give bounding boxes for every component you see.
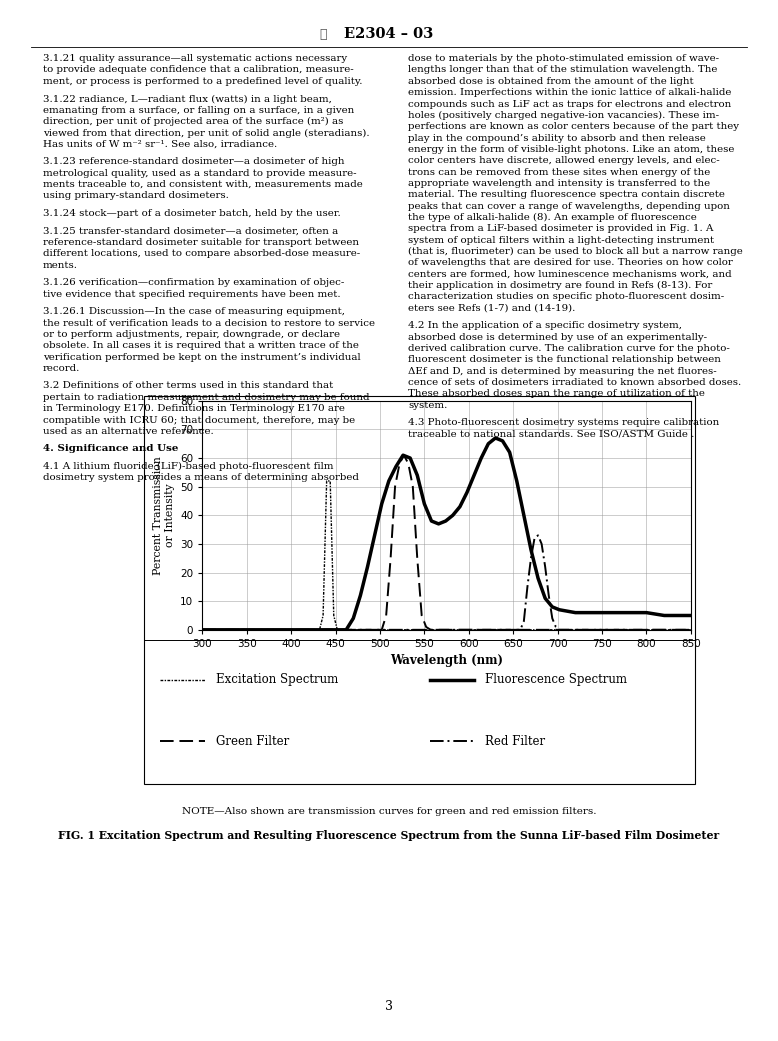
Text: pertain to radiation measurement and dosimetry may be found: pertain to radiation measurement and dos…: [43, 392, 370, 402]
Text: color centers have discrete, allowed energy levels, and elec-: color centers have discrete, allowed ene…: [408, 156, 720, 166]
Text: (that is, fluorimeter) can be used to block all but a narrow range: (that is, fluorimeter) can be used to bl…: [408, 247, 743, 256]
Text: energy in the form of visible-light photons. Like an atom, these: energy in the form of visible-light phot…: [408, 145, 735, 154]
Text: fluorescent dosimeter is the functional relationship between: fluorescent dosimeter is the functional …: [408, 355, 721, 364]
Text: lengths longer than that of the stimulation wavelength. The: lengths longer than that of the stimulat…: [408, 66, 718, 75]
Text: emanating from a surface, or falling on a surface, in a given: emanating from a surface, or falling on …: [43, 106, 354, 115]
Text: 3.1.26.1 Discussion—In the case of measuring equipment,: 3.1.26.1 Discussion—In the case of measu…: [43, 307, 345, 316]
Text: 3.1.23 reference-standard dosimeter—a dosimeter of high: 3.1.23 reference-standard dosimeter—a do…: [43, 157, 345, 167]
Text: ments traceable to, and consistent with, measurements made: ments traceable to, and consistent with,…: [43, 180, 363, 189]
Text: trons can be removed from these sites when energy of the: trons can be removed from these sites wh…: [408, 168, 710, 177]
Text: Red Filter: Red Filter: [485, 735, 545, 747]
Text: derived calibration curve. The calibration curve for the photo-: derived calibration curve. The calibrati…: [408, 344, 731, 353]
Text: holes (positively charged negative-ion vacancies). These im-: holes (positively charged negative-ion v…: [408, 111, 720, 120]
Text: direction, per unit of projected area of the surface (m²) as: direction, per unit of projected area of…: [43, 117, 343, 126]
Text: ΔEf and D, and is determined by measuring the net fluores-: ΔEf and D, and is determined by measurin…: [408, 366, 717, 376]
Text: 4. Significance and Use: 4. Significance and Use: [43, 445, 178, 454]
Text: using primary-standard dosimeters.: using primary-standard dosimeters.: [43, 192, 229, 201]
Text: characterization studies on specific photo-fluorescent dosim-: characterization studies on specific pho…: [408, 293, 724, 302]
Text: absorbed dose is obtained from the amount of the light: absorbed dose is obtained from the amoun…: [408, 77, 694, 85]
Text: 4.1 A lithium fluoride (LiF)-based photo-fluorescent film: 4.1 A lithium fluoride (LiF)-based photo…: [43, 462, 333, 472]
Text: 4.2 In the application of a specific dosimetry system,: 4.2 In the application of a specific dos…: [408, 322, 682, 330]
Text: absorbed dose is determined by use of an experimentally-: absorbed dose is determined by use of an…: [408, 333, 707, 341]
Text: in Terminology E170. Definitions in Terminology E170 are: in Terminology E170. Definitions in Term…: [43, 404, 345, 413]
Y-axis label: Percent Transmission
or Intensity: Percent Transmission or Intensity: [153, 456, 174, 575]
Text: of wavelengths that are desired for use. Theories on how color: of wavelengths that are desired for use.…: [408, 258, 733, 268]
Text: Has units of W m⁻² sr⁻¹. See also, irradiance.: Has units of W m⁻² sr⁻¹. See also, irrad…: [43, 139, 277, 149]
Text: the type of alkali-halide (8). An example of fluorescence: the type of alkali-halide (8). An exampl…: [408, 213, 697, 222]
Text: obsolete. In all cases it is required that a written trace of the: obsolete. In all cases it is required th…: [43, 341, 359, 350]
Text: peaks that can cover a range of wavelengths, depending upon: peaks that can cover a range of waveleng…: [408, 202, 731, 210]
Text: 3.2 Definitions of other terms used in this standard that: 3.2 Definitions of other terms used in t…: [43, 381, 333, 390]
Text: dosimetry system provides a means of determining absorbed: dosimetry system provides a means of det…: [43, 474, 359, 482]
Text: or to perform adjustments, repair, downgrade, or declare: or to perform adjustments, repair, downg…: [43, 330, 340, 339]
Text: eters see Refs (1-7) and (14-19).: eters see Refs (1-7) and (14-19).: [408, 304, 576, 312]
Text: to provide adequate confidence that a calibration, measure-: to provide adequate confidence that a ca…: [43, 66, 353, 75]
Text: metrological quality, used as a standard to provide measure-: metrological quality, used as a standard…: [43, 169, 356, 178]
Text: These absorbed doses span the range of utilization of the: These absorbed doses span the range of u…: [408, 389, 706, 399]
Text: reference-standard dosimeter suitable for transport between: reference-standard dosimeter suitable fo…: [43, 238, 359, 247]
Text: their application in dosimetry are found in Refs (8-13). For: their application in dosimetry are found…: [408, 281, 713, 290]
Text: Fluorescence Spectrum: Fluorescence Spectrum: [485, 674, 627, 686]
Text: ⦿: ⦿: [319, 28, 327, 41]
Text: system.: system.: [408, 401, 448, 410]
Text: cence of sets of dosimeters irradiated to known absorbed doses.: cence of sets of dosimeters irradiated t…: [408, 378, 741, 387]
Text: Excitation Spectrum: Excitation Spectrum: [216, 674, 338, 686]
Text: compounds such as LiF act as traps for electrons and electron: compounds such as LiF act as traps for e…: [408, 100, 731, 108]
Text: NOTE—Also shown are transmission curves for green and red emission filters.: NOTE—Also shown are transmission curves …: [182, 807, 596, 816]
Text: dose to materials by the photo-stimulated emission of wave-: dose to materials by the photo-stimulate…: [408, 54, 720, 64]
Text: emission. Imperfections within the ionic lattice of alkali-halide: emission. Imperfections within the ionic…: [408, 88, 732, 97]
Text: record.: record.: [43, 364, 80, 373]
Text: play in the compound’s ability to absorb and then release: play in the compound’s ability to absorb…: [408, 133, 706, 143]
Text: FIG. 1 Excitation Spectrum and Resulting Fluorescence Spectrum from the Sunna Li: FIG. 1 Excitation Spectrum and Resulting…: [58, 830, 720, 841]
Text: viewed from that direction, per unit of solid angle (steradians).: viewed from that direction, per unit of …: [43, 128, 370, 137]
Text: ment, or process is performed to a predefined level of quality.: ment, or process is performed to a prede…: [43, 77, 363, 85]
Text: traceable to national standards. See ISO/ASTM Guide .: traceable to national standards. See ISO…: [408, 430, 695, 438]
Text: the result of verification leads to a decision to restore to service: the result of verification leads to a de…: [43, 319, 375, 328]
Text: tive evidence that specified requirements have been met.: tive evidence that specified requirement…: [43, 289, 341, 299]
X-axis label: Wavelength (nm): Wavelength (nm): [390, 655, 503, 667]
Text: verification performed be kept on the instrument’s individual: verification performed be kept on the in…: [43, 353, 360, 361]
Text: used as an alternative reference.: used as an alternative reference.: [43, 427, 213, 436]
Text: 4.3 Photo-fluorescent dosimetry systems require calibration: 4.3 Photo-fluorescent dosimetry systems …: [408, 418, 720, 428]
Text: appropriate wavelength and intensity is transferred to the: appropriate wavelength and intensity is …: [408, 179, 710, 188]
Text: 3.1.25 transfer-standard dosimeter—a dosimeter, often a: 3.1.25 transfer-standard dosimeter—a dos…: [43, 227, 338, 235]
Text: material. The resulting fluorescence spectra contain discrete: material. The resulting fluorescence spe…: [408, 191, 725, 199]
Text: Green Filter: Green Filter: [216, 735, 289, 747]
Text: 3.1.21 quality assurance—all systematic actions necessary: 3.1.21 quality assurance—all systematic …: [43, 54, 347, 64]
Text: different locations, used to compare absorbed-dose measure-: different locations, used to compare abs…: [43, 249, 360, 258]
Text: ments.: ments.: [43, 260, 78, 270]
Text: 3.1.26 verification—confirmation by examination of objec-: 3.1.26 verification—confirmation by exam…: [43, 278, 344, 287]
Text: 3.1.22 radiance, L—radiant flux (watts) in a light beam,: 3.1.22 radiance, L—radiant flux (watts) …: [43, 95, 331, 103]
Text: centers are formed, how luminescence mechanisms work, and: centers are formed, how luminescence mec…: [408, 270, 732, 279]
Text: system of optical filters within a light-detecting instrument: system of optical filters within a light…: [408, 235, 714, 245]
Text: compatible with ICRU 60; that document, therefore, may be: compatible with ICRU 60; that document, …: [43, 415, 355, 425]
Text: perfections are known as color centers because of the part they: perfections are known as color centers b…: [408, 122, 739, 131]
Text: E2304 – 03: E2304 – 03: [345, 27, 433, 42]
Text: 3: 3: [385, 1000, 393, 1013]
Text: spectra from a LiF-based dosimeter is provided in Fig. 1. A: spectra from a LiF-based dosimeter is pr…: [408, 225, 714, 233]
Text: 3.1.24 stock—part of a dosimeter batch, held by the user.: 3.1.24 stock—part of a dosimeter batch, …: [43, 209, 341, 218]
